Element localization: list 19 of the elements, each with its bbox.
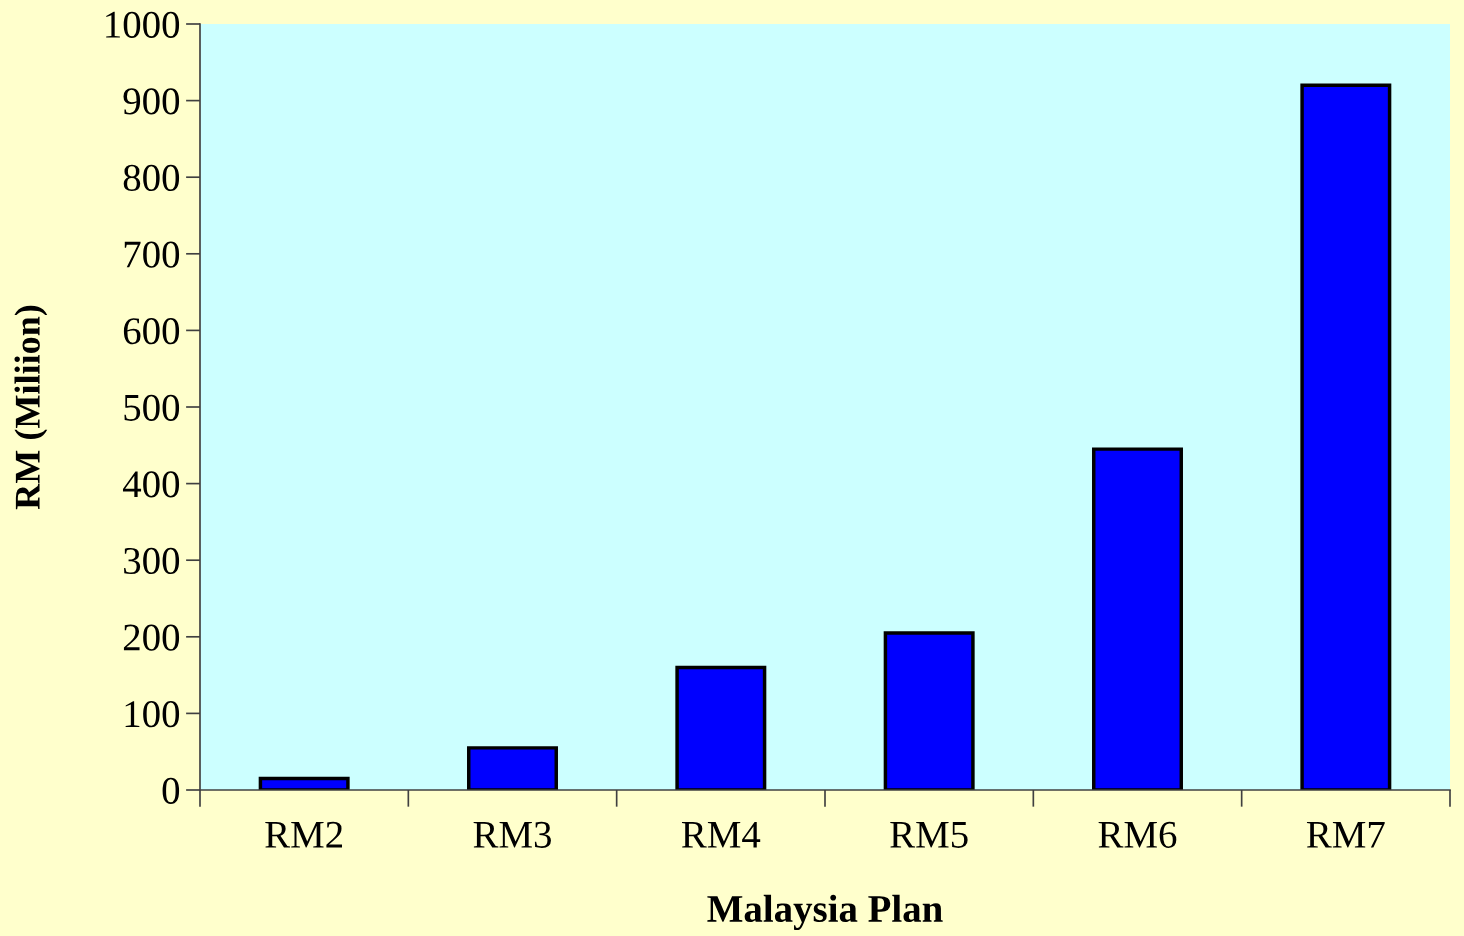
y-axis-title: RM (Miliion) — [14, 305, 48, 510]
y-tick-label: 1000 — [106, 11, 180, 38]
y-tick-label: 300 — [124, 547, 180, 575]
y-tick-label: 500 — [124, 394, 180, 421]
x-tick-label: RM7 — [1306, 822, 1385, 848]
y-tick-label: 800 — [123, 164, 180, 192]
y-tick-label: 900 — [123, 88, 180, 115]
y-tick-label: 0 — [162, 777, 180, 804]
x-tick-label: RM3 — [473, 821, 551, 848]
y-tick-label: 400 — [122, 471, 180, 498]
x-tick-label: RM2 — [265, 821, 342, 848]
x-tick-label: RM4 — [681, 821, 761, 848]
y-tick-label: 700 — [124, 241, 180, 268]
y-tick-label: 200 — [123, 624, 180, 651]
x-tick-label: RM6 — [1098, 821, 1177, 848]
y-tick-label: 600 — [123, 318, 180, 345]
y-tick-label: 100 — [125, 701, 180, 728]
x-tick-label: RM5 — [890, 822, 968, 848]
x-axis-title: Malaysia Plan — [707, 894, 943, 931]
